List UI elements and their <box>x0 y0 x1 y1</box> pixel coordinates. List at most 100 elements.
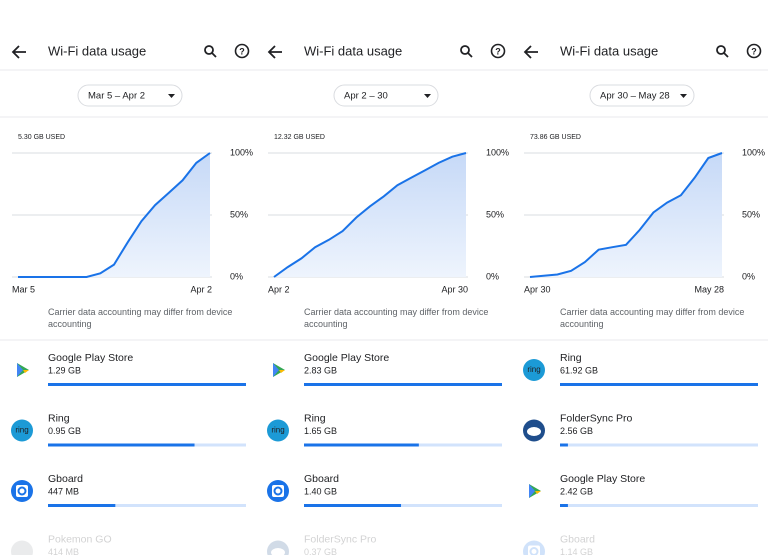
usage-bar <box>304 504 402 507</box>
y-tick-label: 100% <box>486 147 509 157</box>
help-icon: ? <box>751 46 757 56</box>
usage-line <box>273 152 467 278</box>
y-tick-label: 50% <box>742 209 760 219</box>
y-tick-label: 0% <box>742 271 755 281</box>
search-button[interactable] <box>716 45 729 58</box>
phone-panel: Wi-Fi data usage ? Mar 5 – Apr 2 5.30 GB US… <box>0 43 256 555</box>
search-button[interactable] <box>460 45 473 58</box>
help-icon <box>746 43 762 59</box>
app-icon <box>11 540 33 555</box>
y-tick-label: 100% <box>742 147 765 157</box>
x-axis-end: Apr 30 <box>441 284 468 294</box>
search-icon <box>467 52 473 58</box>
ring-icon <box>11 419 33 442</box>
app-row[interactable]: ring Ring 1.65 GB <box>267 412 502 447</box>
usage-bar <box>560 504 568 507</box>
back-button[interactable] <box>267 45 282 59</box>
dropdown-box <box>333 84 439 107</box>
app-usage: 2.83 GB <box>304 365 337 375</box>
date-range: Apr 2 – 30 <box>344 91 388 102</box>
back-button[interactable] <box>523 45 538 59</box>
usage-bar-track <box>304 504 502 507</box>
note: Carrier data accounting may differ from … <box>560 307 745 329</box>
app-name: Ring <box>560 352 582 364</box>
search-icon <box>716 45 726 55</box>
gboard-icon <box>273 486 283 496</box>
app-name: FolderSync Pro <box>560 412 633 424</box>
app-row[interactable]: FolderSync Pro 2.56 GB <box>523 412 758 447</box>
app-usage: 1.40 GB <box>304 486 337 496</box>
y-tick-label: 100% <box>230 147 253 157</box>
play-store-icon <box>529 484 535 498</box>
app-name: Ring <box>48 412 70 424</box>
ring-icon-label: ring <box>15 426 28 435</box>
usage-total: 12.32 GB USED <box>274 134 325 141</box>
dropdown-arrow <box>680 94 687 98</box>
app-name: Gboard <box>560 533 595 545</box>
gboard-icon <box>528 545 540 555</box>
app-usage: 0.37 GB <box>304 547 337 555</box>
app-usage: 447 MB <box>48 486 79 496</box>
help-icon: ? <box>495 46 501 56</box>
dropdown-box <box>589 84 695 107</box>
dropdown-box <box>77 84 183 107</box>
help-button[interactable]: ? <box>746 43 762 59</box>
usage-bar-track <box>560 443 758 447</box>
gboard-icon <box>529 547 539 555</box>
app-row[interactable]: FolderSync Pro 0.37 GB <box>267 533 502 555</box>
date-range-dropdown[interactable]: Apr 30 – May 28 <box>589 84 695 107</box>
app-row[interactable]: Pokemon GO 414 MB <box>11 533 246 555</box>
date-range: Apr 30 – May 28 <box>600 91 670 102</box>
usage-bar <box>48 383 246 386</box>
app-usage: 1.29 GB <box>48 365 81 375</box>
play-store-icon <box>273 363 279 377</box>
app-usage: 0.95 GB <box>48 426 81 436</box>
x-axis-start: Apr 30 <box>524 284 551 294</box>
help-icon: ? <box>239 46 245 56</box>
search-button[interactable] <box>204 45 217 58</box>
usage-bar <box>48 443 195 447</box>
app-row[interactable]: ring Ring 0.95 GB <box>11 412 246 447</box>
app-usage: 1.65 GB <box>304 426 337 436</box>
ring-icon <box>523 359 545 381</box>
usage-bar-track <box>560 504 758 507</box>
app-name: Ring <box>304 412 326 424</box>
play-store-icon <box>279 370 285 373</box>
ring-icon-label: ring <box>271 426 284 435</box>
usage-area <box>274 153 466 277</box>
screen-title: Wi-Fi data usage <box>48 43 146 58</box>
usage-bar <box>560 383 758 386</box>
ring-icon <box>267 419 289 442</box>
x-axis-start: Apr 2 <box>268 284 290 294</box>
phone-panel: Wi-Fi data usage ? Apr 2 – 30 12.32 GB USED… <box>256 43 512 555</box>
usage-total: 73.86 GB USED <box>530 134 581 141</box>
date-range-dropdown[interactable]: Apr 2 – 30 <box>333 84 439 107</box>
gboard-icon <box>17 486 27 496</box>
app-usage: 414 MB <box>48 547 79 555</box>
dropdown-arrow <box>168 94 175 98</box>
usage-bar <box>48 504 116 507</box>
usage-bar <box>304 383 502 386</box>
note-box: Carrier data accounting may differ from … <box>304 307 488 329</box>
y-tick-label: 0% <box>230 271 243 281</box>
app-row[interactable]: Gboard 1.14 GB <box>523 533 758 555</box>
help-button[interactable]: ? <box>490 43 506 59</box>
screen-title: Wi-Fi data usage <box>560 43 658 58</box>
usage-bar <box>560 443 568 447</box>
help-button[interactable]: ? <box>234 43 250 59</box>
usage-bar-track <box>48 504 246 507</box>
date-range-dropdown[interactable]: Mar 5 – Apr 2 <box>77 84 183 107</box>
usage-area <box>530 153 722 277</box>
app-name: Gboard <box>304 473 339 485</box>
x-axis-end: Apr 2 <box>190 284 212 294</box>
play-store-icon <box>23 370 29 373</box>
date-range: Mar 5 – Apr 2 <box>88 91 145 102</box>
back-button[interactable] <box>11 45 26 59</box>
usage-total: 5.30 GB USED <box>18 134 65 141</box>
